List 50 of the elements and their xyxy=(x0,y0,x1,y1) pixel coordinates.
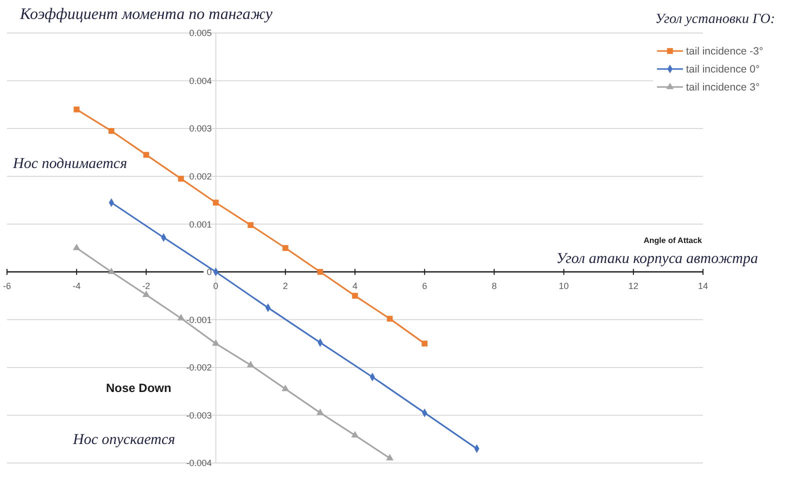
x-tick-label: 6 xyxy=(422,280,428,291)
x-tick-label: 10 xyxy=(558,280,569,291)
point xyxy=(72,244,80,250)
point xyxy=(317,268,324,275)
y-tick-label: 0.003 xyxy=(189,124,212,134)
x-tick-label: 14 xyxy=(698,280,708,291)
legend-label: tail incidence -3° xyxy=(686,46,764,58)
y-tick-label: 0.005 xyxy=(189,28,212,38)
x-tick-label: 4 xyxy=(352,280,358,291)
annotation: Nose Down xyxy=(106,381,172,395)
y-tick-label: -0.001 xyxy=(186,314,212,325)
x-tick-label: 8 xyxy=(492,280,497,291)
point xyxy=(316,408,324,415)
point xyxy=(282,384,290,392)
x-tick-label: 2 xyxy=(282,280,288,291)
y-tick-label: -0.003 xyxy=(186,410,212,420)
point xyxy=(246,360,254,368)
point xyxy=(178,176,184,182)
y-tick-label: 0 xyxy=(206,267,212,278)
point xyxy=(177,314,185,320)
annotation: Нос поднимается xyxy=(12,156,128,172)
point xyxy=(212,339,220,346)
x-tick-label: 12 xyxy=(628,280,638,291)
x-tick-label: -6 xyxy=(2,280,12,291)
legend-label: tail incidence 3° xyxy=(686,82,760,94)
point xyxy=(108,268,116,274)
y-tick-label: 0.002 xyxy=(189,171,212,182)
point xyxy=(108,128,114,134)
y-tick-label: 0.001 xyxy=(189,219,212,230)
y-axis-title: Коэффициент момента по тангажу xyxy=(19,6,274,23)
y-tick-label: -0.002 xyxy=(186,362,212,373)
point xyxy=(282,245,288,251)
legend-label: tail incidence 0° xyxy=(686,64,760,76)
annotation: Нос опускается xyxy=(72,432,176,448)
x-tick-label: -2 xyxy=(142,280,150,291)
legend-title: Угол установки ГО: xyxy=(655,12,775,27)
point xyxy=(422,340,428,346)
point xyxy=(74,106,80,112)
annotation: Угол атаки корпуса автожтра xyxy=(556,251,758,267)
point xyxy=(142,290,150,297)
point xyxy=(386,454,394,460)
y-tick-label: -0.004 xyxy=(186,458,212,468)
x-axis-title: Angle of Attack xyxy=(644,236,703,245)
x-tick-label: 0 xyxy=(213,280,218,291)
point xyxy=(248,222,254,228)
x-tick-label: -4 xyxy=(72,280,81,291)
y-tick-label: 0.004 xyxy=(189,76,212,86)
point xyxy=(352,292,358,299)
point xyxy=(212,200,219,206)
point xyxy=(351,430,359,438)
